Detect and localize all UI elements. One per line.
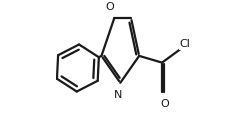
Text: O: O <box>106 2 115 12</box>
Text: Cl: Cl <box>180 39 190 49</box>
Text: N: N <box>113 90 122 100</box>
Text: O: O <box>160 99 169 109</box>
